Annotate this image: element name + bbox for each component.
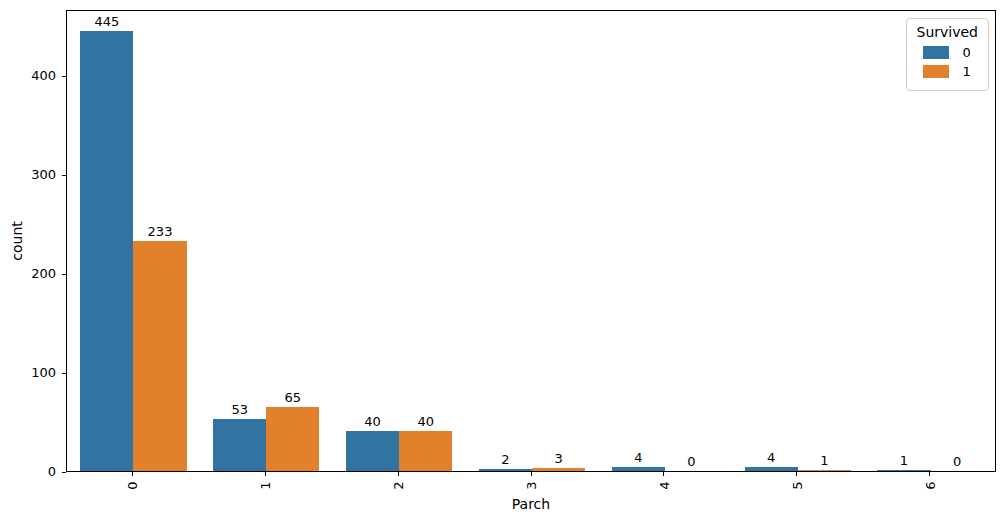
x-axis-label: Parch [66,496,996,512]
bar-parch3-survived0 [479,469,532,471]
bar-value-label: 4 [634,451,642,464]
legend-swatch-icon [923,65,949,78]
bar-value-label: 0 [953,455,961,468]
x-tick-mark [132,472,133,476]
bar-value-label: 40 [364,415,381,428]
y-tick-label: 400 [0,68,56,84]
x-tick-label: 0 [126,481,139,489]
legend: Survived 01 [906,18,989,91]
y-tick-mark [62,373,66,374]
legend-title: Survived [917,24,978,41]
x-tick-mark [531,472,532,476]
bar-parch1-survived1 [266,407,319,471]
bar-parch2-survived1 [399,431,452,471]
bar-parch4-survived0 [612,467,665,471]
x-tick-mark [265,472,266,476]
x-tick-label: 2 [392,481,405,489]
bar-value-label: 4 [767,451,775,464]
legend-swatch-icon [923,46,949,59]
x-tick-mark [929,472,930,476]
y-tick-mark [62,76,66,77]
x-tick-label: 6 [923,481,936,489]
legend-item-1: 1 [923,64,978,79]
bar-parch2-survived0 [346,431,399,471]
bar-value-label: 40 [417,415,434,428]
bar-value-label: 233 [148,225,173,238]
y-tick-label: 300 [0,167,56,183]
bar-value-label: 1 [820,454,828,467]
y-tick-label: 200 [0,266,56,282]
x-tick-label: 1 [259,481,272,489]
y-tick-label: 0 [0,464,56,480]
plot-area: 4455340244123365403010 Survived 01 [66,10,996,472]
countplot-figure: count Parch 4455340244123365403010 Survi… [0,0,1005,520]
bar-parch6-survived0 [877,470,930,471]
bar-value-label: 0 [687,455,695,468]
x-tick-label: 3 [525,481,538,489]
y-tick-mark [62,472,66,473]
bar-parch3-survived1 [532,468,585,471]
legend-items: 01 [917,45,978,79]
bar-value-label: 53 [231,403,248,416]
legend-item-label: 1 [963,64,971,79]
bar-parch1-survived0 [213,419,266,471]
bar-value-label: 65 [285,391,302,404]
legend-item-label: 0 [963,45,971,60]
x-tick-mark [663,472,664,476]
x-tick-label: 5 [790,481,803,489]
y-tick-label: 100 [0,365,56,381]
y-tick-mark [62,175,66,176]
legend-item-0: 0 [923,45,978,60]
bar-parch0-survived0 [80,31,133,471]
bar-parch5-survived0 [745,467,798,471]
x-tick-mark [398,472,399,476]
bar-value-label: 1 [900,454,908,467]
y-axis-label: count [9,221,25,261]
y-tick-mark [62,274,66,275]
bar-parch0-survived1 [133,241,186,471]
bar-parch5-survived1 [798,470,851,471]
bar-value-label: 2 [501,453,509,466]
x-tick-mark [796,472,797,476]
bar-value-label: 445 [94,15,119,28]
bar-value-label: 3 [554,452,562,465]
x-tick-label: 4 [657,481,670,489]
